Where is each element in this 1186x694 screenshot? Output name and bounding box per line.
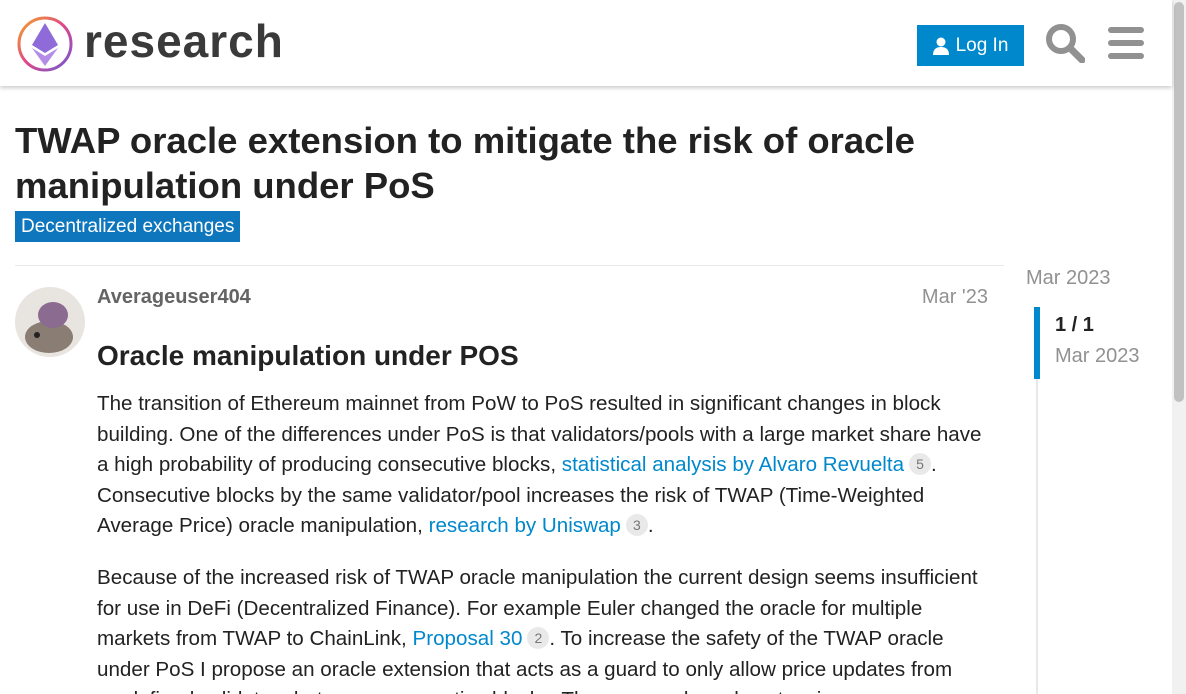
scrollbar-thumb[interactable]: [1174, 2, 1184, 402]
logo-icon[interactable]: [16, 15, 74, 73]
login-label: Log In: [955, 34, 1009, 56]
paragraph: Because of the increased risk of TWAP or…: [97, 563, 992, 694]
author[interactable]: Averageuser404: [97, 286, 251, 308]
logo-text[interactable]: research: [84, 15, 284, 67]
topic-title[interactable]: TWAP oracle extension to mitigate the ri…: [15, 120, 915, 206]
login-button[interactable]: Log In: [917, 25, 1024, 66]
text: The transition of Ethereum mainnet from …: [97, 392, 982, 477]
timeline-track: [1036, 307, 1038, 694]
timeline-end[interactable]: Mar 2023: [1055, 345, 1140, 367]
link[interactable]: Proposal 30: [412, 627, 523, 651]
click-count: 5: [909, 453, 932, 476]
link[interactable]: statistical analysis by Alvaro Revuelta: [561, 453, 905, 477]
timeline-handle[interactable]: [1034, 307, 1040, 379]
post-date[interactable]: Mar '23: [921, 286, 988, 308]
timeline-position: 1 / 1: [1055, 314, 1094, 336]
user-icon: [932, 37, 949, 55]
text: . To increase the safety of the TWAP ora…: [97, 627, 953, 694]
header: research Log In: [0, 0, 1172, 86]
text: Because of the increased risk of TWAP or…: [97, 565, 978, 651]
search-icon[interactable]: [1045, 23, 1085, 63]
post-body: The transition of Ethereum mainnet from …: [97, 389, 992, 694]
avatar[interactable]: [15, 287, 86, 358]
category-badge[interactable]: Decentralized exchanges: [15, 211, 241, 242]
text: . Consecutive blocks by the same validat…: [97, 453, 937, 538]
click-count: 3: [625, 514, 648, 537]
post-heading: Oracle manipulation under POS: [97, 340, 519, 371]
click-count: 2: [527, 627, 550, 650]
paragraph: The transition of Ethereum mainnet from …: [97, 389, 992, 542]
link[interactable]: research by Uniswap: [428, 514, 621, 538]
divider: [15, 265, 1004, 266]
menu-icon[interactable]: [1108, 26, 1144, 60]
text: .: [647, 514, 654, 538]
timeline-start[interactable]: Mar 2023: [1026, 267, 1111, 289]
